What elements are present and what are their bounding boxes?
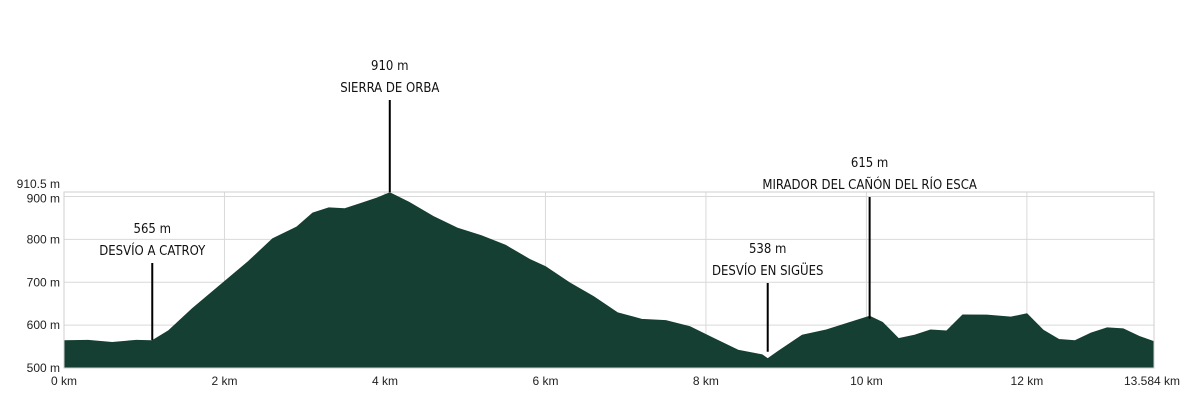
annotation-marker: 538 m DESVÍO EN SIGÜES (712, 242, 823, 352)
x-tick-label: 10 km (850, 374, 883, 388)
annotation-name: SIERRA DE ORBA (340, 81, 439, 96)
y-tick-label: 900 m (27, 192, 60, 206)
annotation-marker: 910 m SIERRA DE ORBA (340, 59, 439, 193)
annotation-elevation: 615 m (851, 156, 888, 171)
x-axis-labels: 0 km 2 km 4 km 6 km 8 km 10 km 12 km 13.584 km (51, 374, 1180, 388)
annotation-elevation: 565 m (134, 222, 171, 237)
x-tick-label: 12 km (1011, 374, 1044, 388)
elevation-area (63, 192, 1155, 369)
y-tick-label: 500 m (27, 361, 60, 375)
x-tick-label: 8 km (693, 374, 719, 388)
y-tick-label: 700 m (27, 275, 60, 289)
y-tick-label: 600 m (27, 318, 60, 332)
x-tick-label: 13.584 km (1124, 374, 1180, 388)
annotation-marker: 565 m DESVÍO A CATROY (99, 222, 206, 341)
annotation-marker: 615 m MIRADOR DEL CAÑÓN DEL RÍO ESCA (762, 156, 977, 319)
x-tick-label: 6 km (532, 374, 558, 388)
area-layer (63, 192, 1155, 369)
x-tick-label: 0 km (51, 374, 77, 388)
annotation-name: MIRADOR DEL CAÑÓN DEL RÍO ESCA (762, 177, 976, 193)
annotation-name: DESVÍO EN SIGÜES (712, 262, 823, 279)
annotation-elevation: 538 m (749, 242, 786, 257)
y-tick-label: 800 m (27, 232, 60, 246)
annotation-elevation: 910 m (371, 59, 408, 74)
plot-frame (63, 191, 1155, 369)
x-tick-label: 4 km (372, 374, 398, 388)
annotation-layer: 565 m DESVÍO A CATROY 910 m SIERRA DE ORBA 5… (99, 59, 977, 352)
frame-layer (63, 191, 1155, 369)
x-tick-label: 2 km (211, 374, 237, 388)
annotation-name: DESVÍO A CATROY (99, 243, 206, 259)
y-tick-label: 910.5 m (17, 177, 60, 191)
